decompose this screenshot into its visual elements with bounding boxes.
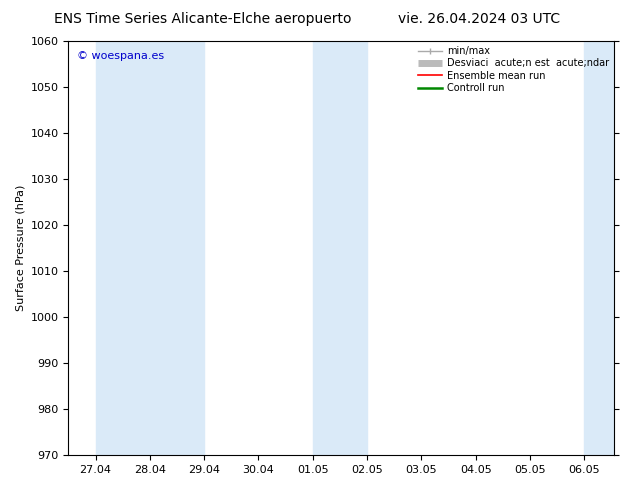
Bar bbox=[96, 41, 150, 455]
Text: vie. 26.04.2024 03 UTC: vie. 26.04.2024 03 UTC bbox=[398, 12, 560, 26]
Text: ENS Time Series Alicante-Elche aeropuerto: ENS Time Series Alicante-Elche aeropuert… bbox=[54, 12, 352, 26]
Y-axis label: Surface Pressure (hPa): Surface Pressure (hPa) bbox=[15, 185, 25, 311]
Bar bbox=[585, 41, 614, 455]
Bar bbox=[150, 41, 204, 455]
Bar bbox=[313, 41, 367, 455]
Legend: min/max, Desviaci  acute;n est  acute;ndar, Ensemble mean run, Controll run: min/max, Desviaci acute;n est acute;ndar… bbox=[416, 44, 611, 95]
Text: © woespana.es: © woespana.es bbox=[77, 51, 164, 61]
